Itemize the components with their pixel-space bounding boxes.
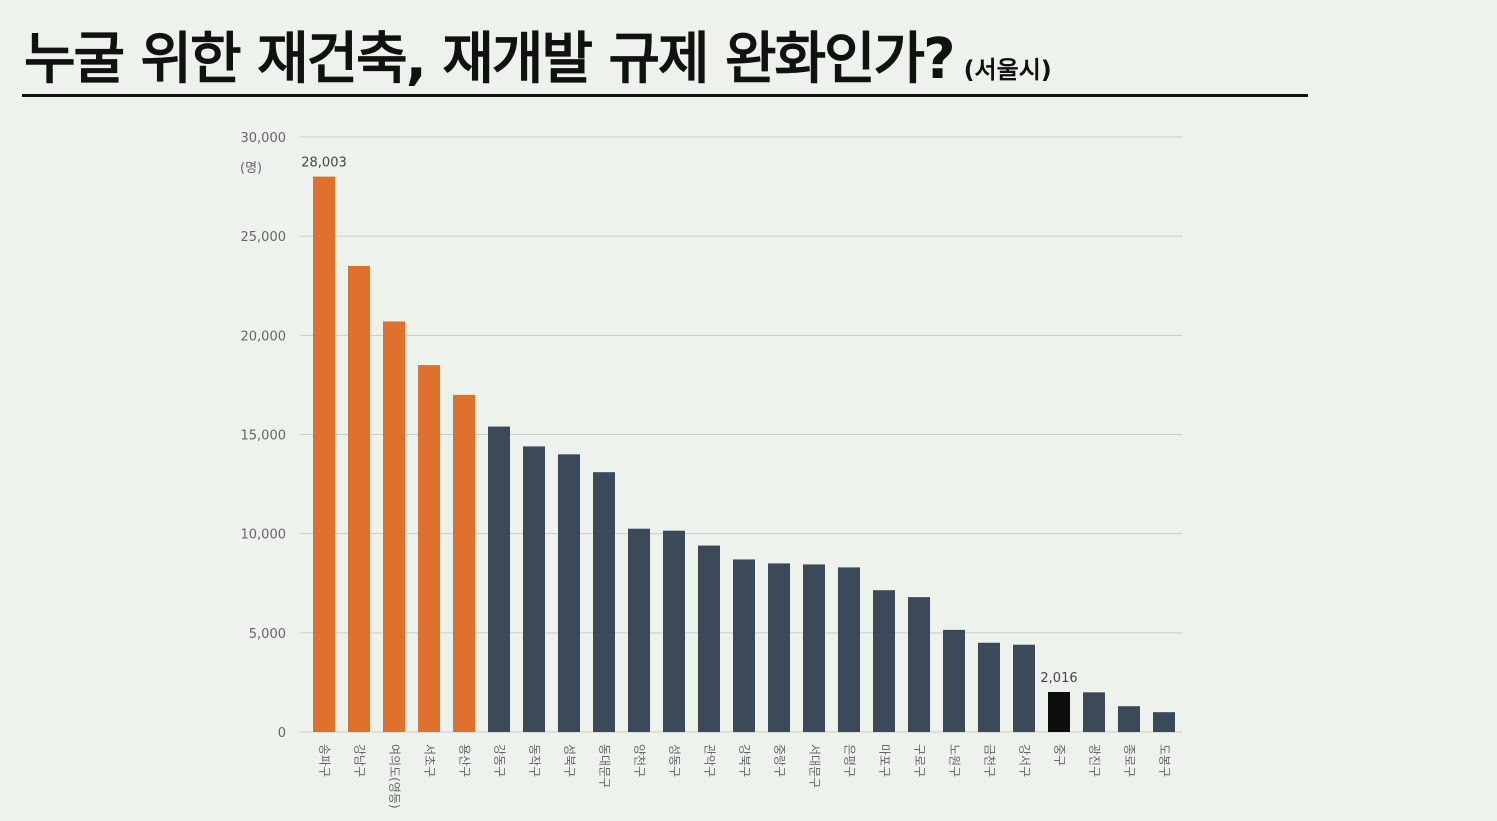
x-tick-label: 관악구 <box>703 744 717 777</box>
bar <box>1118 706 1140 732</box>
bar <box>978 642 1000 732</box>
bar <box>453 394 475 732</box>
x-tick-label: 성동구 <box>668 744 682 777</box>
bar <box>1083 692 1105 732</box>
x-tick-label: 중랑구 <box>773 744 787 777</box>
bar <box>488 426 510 732</box>
bar <box>873 590 895 732</box>
region-subtitle: (서울시) <box>963 56 1052 84</box>
bar <box>558 454 580 732</box>
data-label: 28,003 <box>301 156 347 171</box>
y-tick-label: 10,000 <box>241 528 287 543</box>
x-tick-label: 금천구 <box>983 744 998 777</box>
page-title: 누굴 위한 재건축, 재개발 규제 완화인가? (서울시) <box>24 14 1052 95</box>
x-tick-label: 강북구 <box>738 744 752 777</box>
x-tick-label: 구로구 <box>913 744 927 777</box>
bar <box>1048 692 1070 732</box>
x-tick-label: 성북구 <box>563 744 577 777</box>
bar <box>348 265 370 732</box>
bar <box>698 545 720 732</box>
x-tick-label: 은평구 <box>843 744 857 777</box>
x-tick-label: 광진구 <box>1088 744 1102 777</box>
y-tick-label: 20,000 <box>241 329 287 344</box>
bar <box>733 559 755 732</box>
x-tick-label: 동대문구 <box>598 744 612 788</box>
title-underline <box>22 94 1308 97</box>
y-tick-label: 15,000 <box>241 429 287 444</box>
title-text: 누굴 위한 재건축, 재개발 규제 완화인가? <box>24 27 956 92</box>
x-tick-label: 마포구 <box>878 744 892 777</box>
bar <box>418 365 440 732</box>
x-tick-label: 종로구 <box>1123 744 1137 777</box>
x-tick-label: 강서구 <box>1018 744 1032 777</box>
bar <box>908 597 930 732</box>
bar <box>663 530 685 732</box>
bar <box>523 446 545 732</box>
bar <box>768 563 790 732</box>
data-label: 2,016 <box>1040 671 1077 686</box>
x-tick-label: 중구 <box>1053 744 1067 766</box>
bar <box>593 472 615 732</box>
x-tick-label: 용산구 <box>458 744 472 777</box>
x-tick-label: 강동구 <box>493 744 507 777</box>
x-tick-label: 도봉구 <box>1158 744 1172 777</box>
x-tick-label: 서초구 <box>423 744 437 777</box>
y-tick-label: 30,000 <box>241 131 287 146</box>
bar <box>383 321 405 732</box>
bar <box>943 629 965 732</box>
x-tick-label: 여의도(영등) <box>388 744 402 809</box>
y-tick-label: 5,000 <box>249 627 286 642</box>
bar <box>838 567 860 732</box>
y-axis-unit: (명) <box>240 161 262 176</box>
x-tick-label: 서대문구 <box>808 744 822 788</box>
x-tick-label: 노원구 <box>948 744 962 777</box>
y-tick-label: 0 <box>278 726 286 741</box>
x-tick-label: 동작구 <box>528 744 542 777</box>
x-tick-label: 강남구 <box>353 744 367 777</box>
x-tick-label: 송파구 <box>318 744 332 777</box>
bar <box>313 176 335 732</box>
bar <box>1153 712 1175 732</box>
bar <box>628 528 650 732</box>
x-tick-label: 양천구 <box>633 744 648 777</box>
bar <box>1013 644 1035 732</box>
y-tick-label: 25,000 <box>241 230 287 245</box>
bar <box>803 564 825 732</box>
